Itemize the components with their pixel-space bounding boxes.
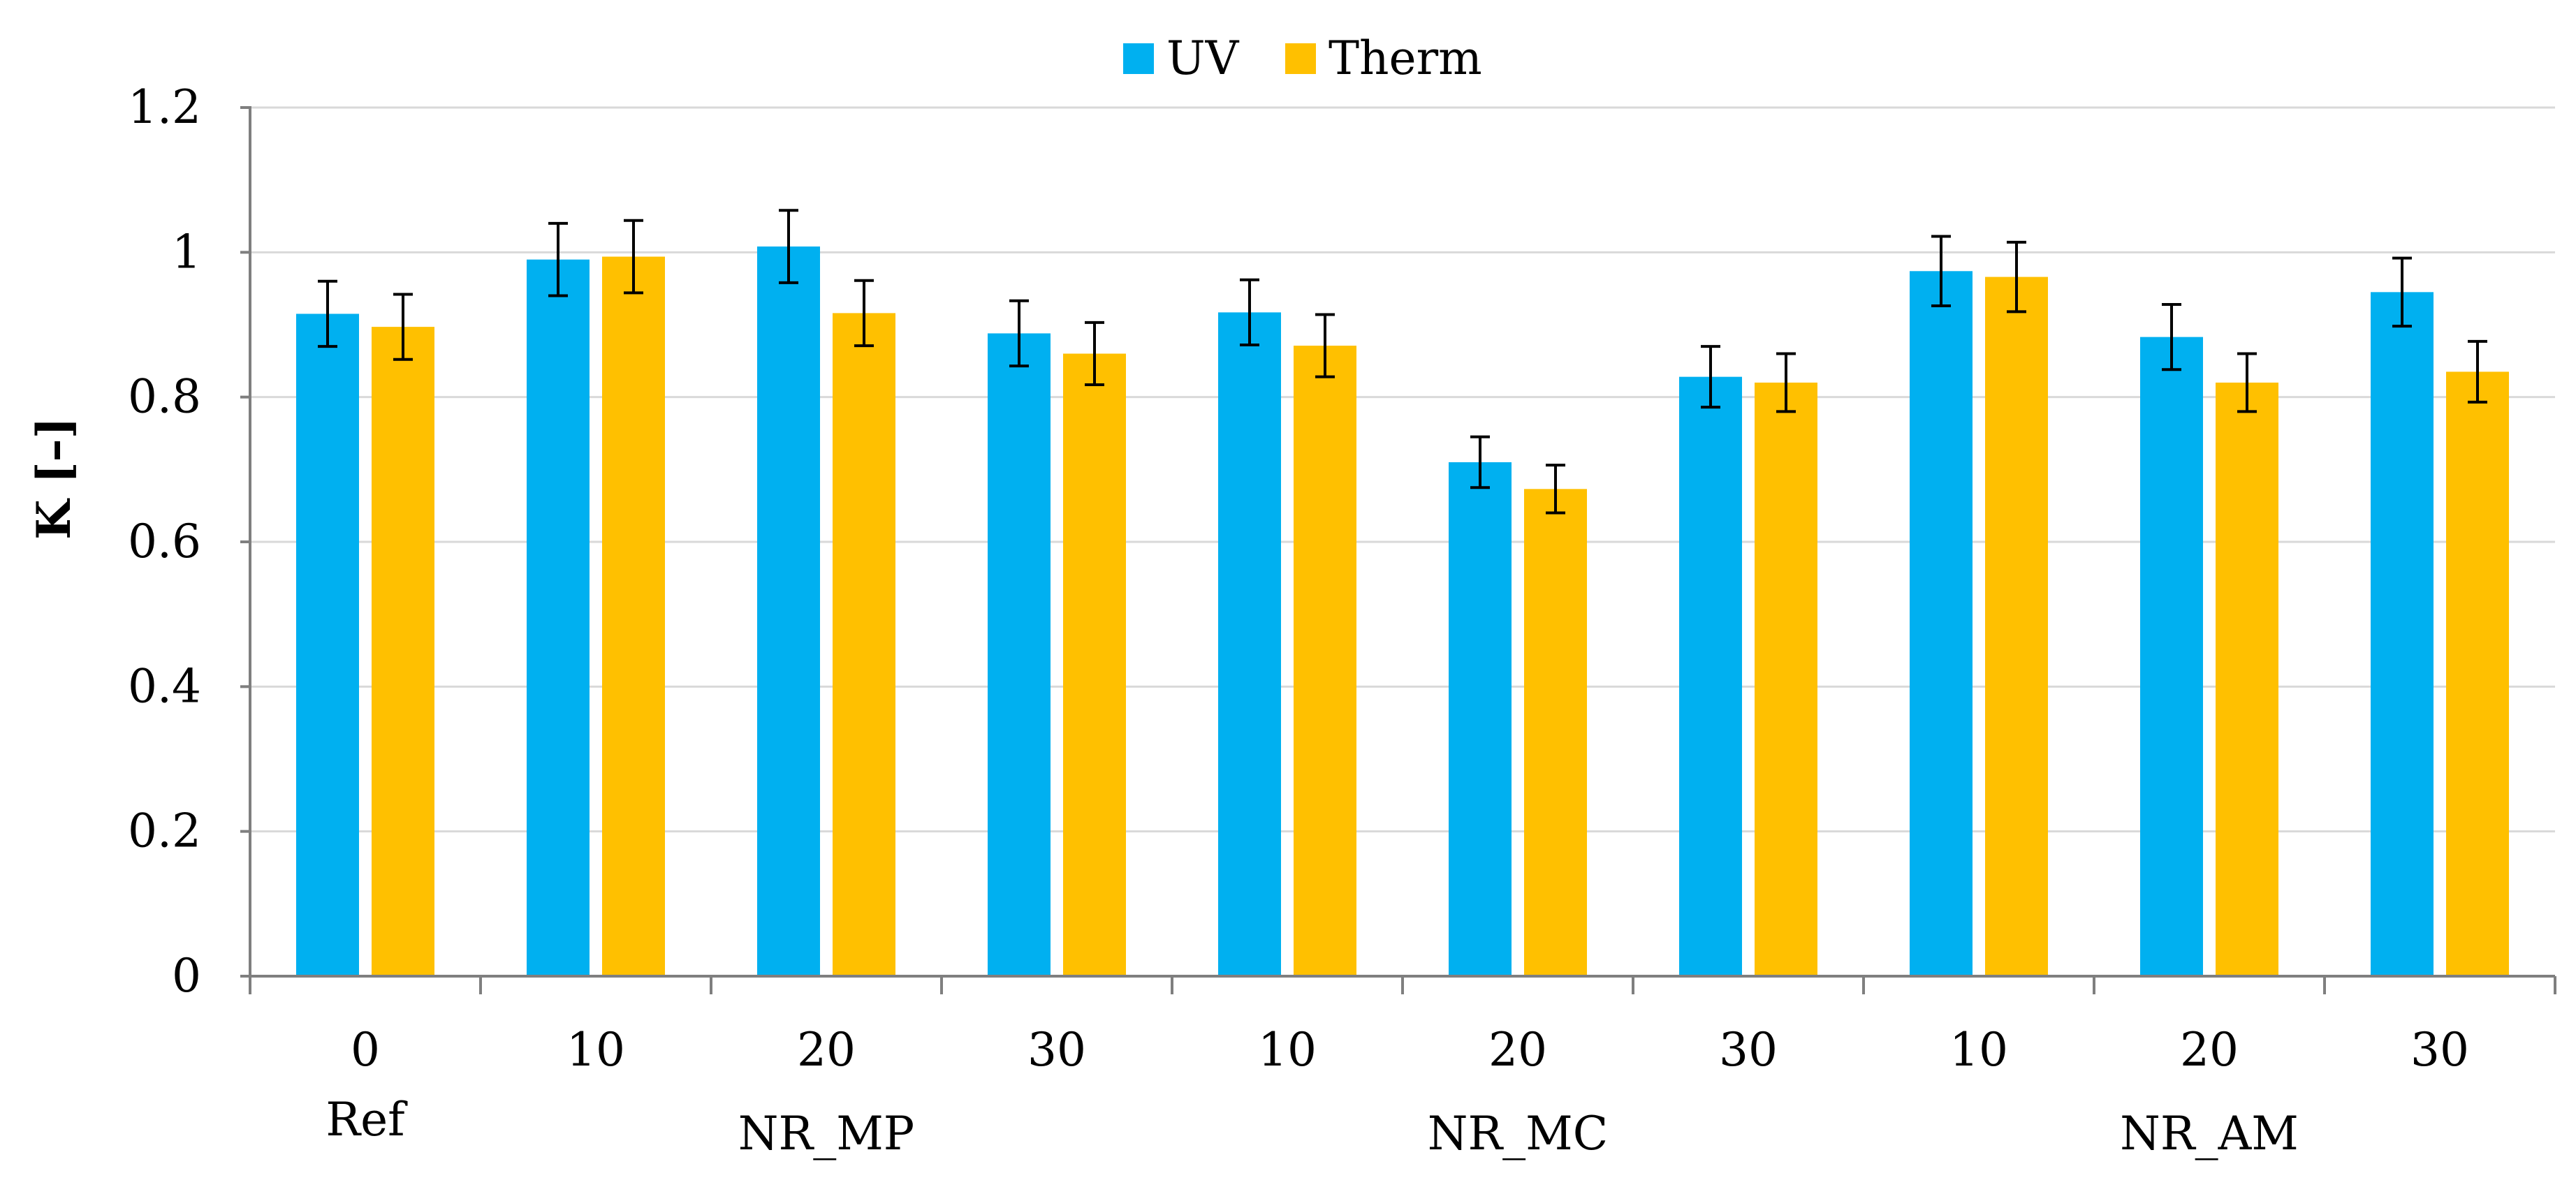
bar-therm — [1294, 346, 1356, 976]
legend-label-therm: Therm — [1329, 31, 1482, 85]
bar-uv — [1910, 271, 1973, 977]
bar-uv — [2140, 337, 2203, 977]
legend-swatch-therm — [1285, 43, 1316, 74]
error-bar-uv — [1009, 299, 1029, 368]
y-tick-label: 1.2 — [128, 80, 201, 134]
x-category-label: 30 — [1719, 1023, 1778, 1077]
error-bar-therm — [1085, 320, 1104, 387]
y-tick-label: 0 — [172, 949, 201, 1003]
y-tick-label: 0.4 — [128, 659, 201, 713]
error-bar-therm — [2237, 352, 2257, 413]
bar-therm — [2216, 382, 2278, 976]
error-bar-therm — [1776, 352, 1796, 413]
bar-uv — [1449, 462, 1512, 976]
group-label-ref: Ref — [325, 1093, 408, 1147]
y-axis-title: K [–] — [27, 417, 81, 540]
error-bar-uv — [1240, 278, 1259, 347]
error-bar-uv — [1470, 435, 1490, 489]
error-bar-therm — [2468, 339, 2487, 404]
bar-uv — [296, 314, 359, 976]
legend-swatch-uv — [1123, 43, 1154, 74]
x-category-label: 10 — [566, 1023, 625, 1077]
error-bar-therm — [2007, 240, 2026, 314]
gridlines — [250, 106, 2555, 833]
error-bar-therm — [1546, 464, 1565, 515]
bar-therm — [2446, 371, 2509, 976]
x-category-label: 20 — [1488, 1023, 1547, 1077]
group-label-nr-mc: NR_MC — [1428, 1107, 1609, 1161]
x-category-label: 20 — [797, 1023, 856, 1077]
y-tick-label: 0.6 — [128, 515, 201, 568]
bar-uv — [757, 246, 820, 976]
error-bar-therm — [624, 219, 643, 295]
bar-therm — [602, 256, 665, 976]
error-bar-therm — [1315, 313, 1335, 378]
x-category-label: 20 — [2180, 1023, 2239, 1077]
axes — [240, 106, 2556, 994]
error-bar-therm — [854, 279, 874, 348]
axis-labels: 0 0.2 0.4 0.6 0.8 1 1.2 0 10 20 30 10 20 30 10 20 30 Ref N… — [128, 80, 2469, 1161]
bar-uv — [527, 259, 590, 977]
error-bar-uv — [2392, 256, 2412, 328]
bar-therm — [1063, 353, 1126, 976]
bar-uv — [2371, 292, 2434, 977]
y-tick-label: 1 — [172, 225, 201, 279]
legend-label-uv: UV — [1166, 31, 1240, 85]
error-bar-uv — [2162, 302, 2181, 371]
bar-therm — [372, 327, 434, 976]
bar-uv — [988, 333, 1051, 976]
bar-therm — [1755, 382, 1817, 976]
bar-therm — [1985, 277, 2048, 977]
bar-therm — [1524, 489, 1587, 976]
y-tick-label: 0.2 — [128, 804, 201, 858]
bars — [296, 246, 2509, 977]
x-category-label: 0 — [351, 1023, 380, 1077]
error-bar-uv — [318, 279, 337, 348]
group-label-nr-mp: NR_MP — [738, 1107, 914, 1161]
error-bars — [318, 209, 2487, 515]
bar-uv — [1218, 312, 1281, 976]
error-bar-therm — [393, 293, 413, 361]
x-category-label: 30 — [2410, 1023, 2469, 1077]
x-category-label: 10 — [1949, 1023, 2008, 1077]
error-bar-uv — [1931, 235, 1951, 308]
error-bar-uv — [548, 221, 568, 297]
x-category-label: 30 — [1027, 1023, 1086, 1077]
error-bar-uv — [779, 209, 798, 284]
error-bar-uv — [1701, 345, 1720, 409]
bar-therm — [833, 313, 895, 976]
legend: UV Therm — [1123, 31, 1482, 85]
bar-uv — [1679, 376, 1742, 976]
y-tick-label: 0.8 — [128, 370, 201, 424]
x-category-label: 10 — [1258, 1023, 1317, 1077]
group-label-nr-am: NR_AM — [2120, 1107, 2299, 1161]
